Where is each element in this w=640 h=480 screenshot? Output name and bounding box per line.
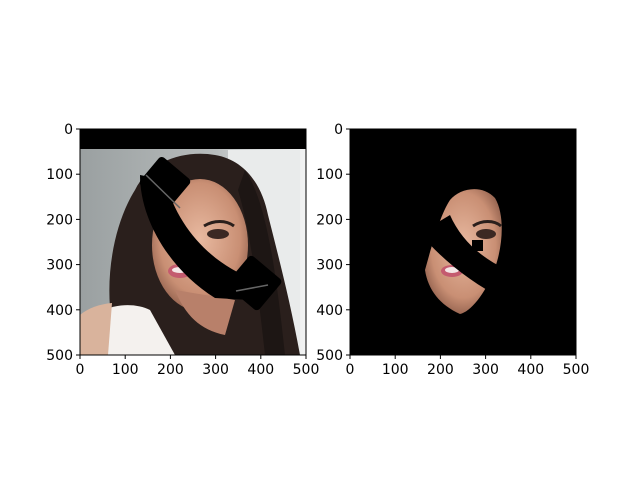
right-y-tick-label: 100 — [316, 167, 343, 183]
left-axes-frame — [79, 128, 307, 356]
panel-left-image — [80, 129, 306, 355]
right-x-tick-label: 0 — [346, 362, 355, 378]
left-x-tick-label: 0 — [76, 362, 85, 378]
left-x-tick-label: 100 — [112, 362, 139, 378]
left-x-tick-label: 400 — [247, 362, 274, 378]
right-x-tick-label: 500 — [563, 362, 590, 378]
right-y-tick-label: 500 — [316, 348, 343, 364]
right-y-tick-label: 200 — [316, 212, 343, 228]
right-x-tick-label: 400 — [517, 362, 544, 378]
right-y-tick-label: 0 — [334, 122, 343, 138]
right-x-tick-label: 100 — [382, 362, 409, 378]
right-x-tick-label: 200 — [427, 362, 454, 378]
right-axes-frame — [349, 128, 577, 356]
left-y-tick-label: 400 — [46, 303, 73, 319]
right-y-tick-label: 400 — [316, 303, 343, 319]
right-x-tick-label: 300 — [472, 362, 499, 378]
left-x-tick-label: 300 — [202, 362, 229, 378]
left-x-tick-label: 200 — [157, 362, 184, 378]
panel-right-image — [350, 129, 576, 355]
left-y-tick-label: 500 — [46, 348, 73, 364]
left-y-tick-label: 300 — [46, 258, 73, 274]
left-y-tick-label: 100 — [46, 167, 73, 183]
left-x-tick-label: 500 — [293, 362, 320, 378]
right-y-tick-label: 300 — [316, 258, 343, 274]
left-y-tick-label: 200 — [46, 212, 73, 228]
left-y-tick-label: 0 — [64, 122, 73, 138]
